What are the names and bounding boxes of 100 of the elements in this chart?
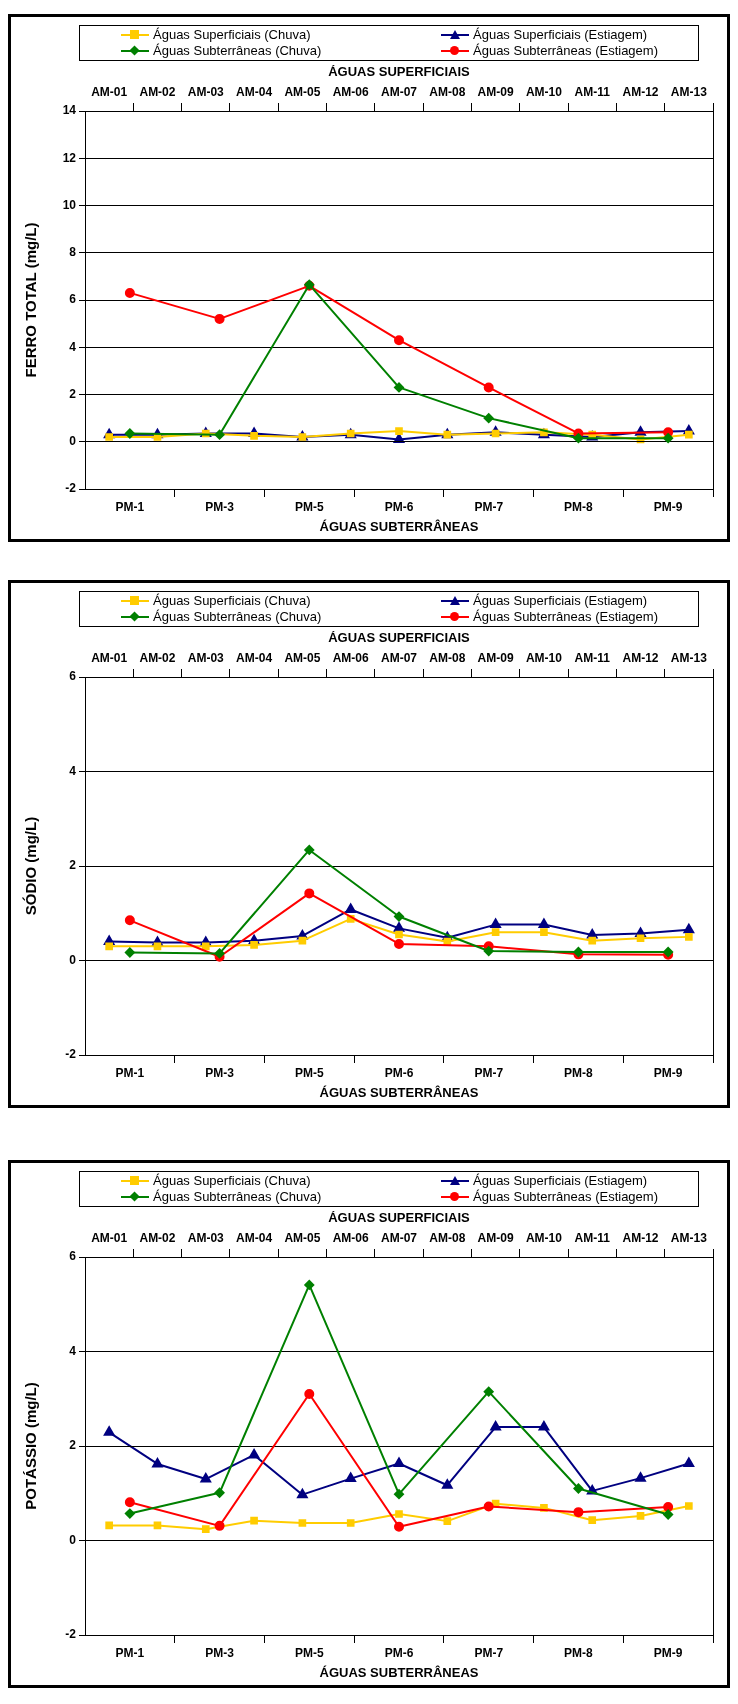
x-tick-label: PM-3 xyxy=(205,1065,235,1080)
x-tick-label: PM-5 xyxy=(294,1645,324,1660)
x-tick-label: AM-08 xyxy=(429,1231,466,1246)
x-tick-label: AM-11 xyxy=(574,85,611,100)
y-tick-label: 4 xyxy=(69,763,77,778)
y-tick-label: 0 xyxy=(69,434,77,449)
legend-label: Águas Superficiais (Estiagem) xyxy=(473,1173,648,1189)
x-tick-label: AM-04 xyxy=(236,651,273,666)
x-tick-label: AM-11 xyxy=(574,651,611,666)
legend-label: Águas Subterrâneas (Chuva) xyxy=(153,609,322,625)
x-tick-label: AM-12 xyxy=(622,85,659,100)
x-tick-label: AM-13 xyxy=(670,85,708,100)
x-tick-label: PM-7 xyxy=(474,499,504,514)
y-tick-label: 2 xyxy=(69,1438,77,1453)
x-tick-label: PM-8 xyxy=(564,499,594,514)
x-tick-label: AM-10 xyxy=(525,1231,563,1246)
x-axis-title: ÁGUAS SUPERFICIAIS xyxy=(328,630,471,646)
x-tick-label: AM-02 xyxy=(139,1231,176,1246)
x-tick-label: AM-06 xyxy=(332,1231,370,1246)
x-tick-label: AM-08 xyxy=(429,85,466,100)
x-tick-label: PM-9 xyxy=(653,1645,683,1660)
legend-label: Águas Superficiais (Chuva) xyxy=(153,27,311,43)
x-tick-label: PM-7 xyxy=(474,1065,504,1080)
legend-label: Águas Superficiais (Chuva) xyxy=(153,593,311,609)
y-tick-label: 4 xyxy=(69,1343,77,1358)
x-tick-label: AM-03 xyxy=(187,651,225,666)
y-tick-label: 8 xyxy=(69,245,77,260)
y-tick-label: -2 xyxy=(65,1047,77,1062)
y-axis-title: SÓDIO (mg/L) xyxy=(22,816,40,916)
x-tick-label: AM-13 xyxy=(670,651,708,666)
y-tick-label: 6 xyxy=(69,292,77,307)
y-axis-title: FERRO TOTAL (mg/L) xyxy=(22,222,40,378)
y-tick-label: 6 xyxy=(69,669,77,684)
x-tick-label: AM-07 xyxy=(380,85,418,100)
legend-label: Águas Subterrâneas (Estiagem) xyxy=(473,609,658,625)
x-tick-label: AM-09 xyxy=(477,1231,514,1246)
x-tick-label: AM-05 xyxy=(284,651,321,666)
x-tick-label: AM-06 xyxy=(332,85,370,100)
x-tick-label: AM-01 xyxy=(91,651,128,666)
x-tick-label: PM-6 xyxy=(384,499,414,514)
x-tick-label: PM-6 xyxy=(384,1065,414,1080)
x-tick-label: PM-1 xyxy=(115,1065,145,1080)
x-tick-label: AM-06 xyxy=(332,651,370,666)
x-tick-label: PM-5 xyxy=(294,499,324,514)
x-tick-label: AM-11 xyxy=(574,1231,611,1246)
x-tick-label: AM-10 xyxy=(525,651,563,666)
legend-label: Águas Superficiais (Chuva) xyxy=(153,1173,311,1189)
x-tick-label: PM-3 xyxy=(205,499,235,514)
x-tick-label: PM-7 xyxy=(474,1645,504,1660)
x-tick-label: AM-04 xyxy=(236,1231,273,1246)
legend-label: Águas Subterrâneas (Chuva) xyxy=(153,43,322,59)
x-tick-label: PM-1 xyxy=(115,1645,145,1660)
x-axis-title: ÁGUAS SUPERFICIAIS xyxy=(328,1210,471,1226)
x-tick-label: PM-6 xyxy=(384,1645,414,1660)
y-tick-label: 10 xyxy=(62,197,77,212)
y-tick-label: 14 xyxy=(62,103,77,118)
x-axis-title: ÁGUAS SUBTERRÂNEAS xyxy=(319,518,479,534)
x-tick-label: PM-9 xyxy=(653,499,683,514)
x-tick-label: PM-8 xyxy=(564,1645,594,1660)
legend-label: Águas Subterrâneas (Estiagem) xyxy=(473,43,658,59)
y-tick-label: -2 xyxy=(65,481,77,496)
x-tick-label: AM-01 xyxy=(91,85,128,100)
x-tick-label: AM-07 xyxy=(380,1231,418,1246)
x-tick-label: AM-08 xyxy=(429,651,466,666)
y-tick-label: 2 xyxy=(69,386,77,401)
y-tick-label: 4 xyxy=(69,339,77,354)
x-tick-label: AM-03 xyxy=(187,85,225,100)
y-tick-label: -2 xyxy=(65,1627,77,1642)
legend-label: Águas Superficiais (Estiagem) xyxy=(473,593,648,609)
x-axis-title: ÁGUAS SUBTERRÂNEAS xyxy=(319,1664,479,1680)
y-tick-label: 6 xyxy=(69,1249,77,1264)
x-axis-title: ÁGUAS SUPERFICIAIS xyxy=(328,64,471,80)
x-tick-label: AM-13 xyxy=(670,1231,708,1246)
x-tick-label: PM-5 xyxy=(294,1065,324,1080)
x-tick-label: AM-01 xyxy=(91,1231,128,1246)
y-tick-label: 0 xyxy=(69,1532,77,1547)
y-tick-label: 0 xyxy=(69,952,77,967)
x-tick-label: AM-12 xyxy=(622,651,659,666)
x-tick-label: AM-07 xyxy=(380,651,418,666)
legend-label: Águas Subterrâneas (Chuva) xyxy=(153,1189,322,1205)
x-tick-label: AM-02 xyxy=(139,651,176,666)
x-tick-label: PM-8 xyxy=(564,1065,594,1080)
x-tick-label: AM-05 xyxy=(284,85,321,100)
x-axis-title: ÁGUAS SUBTERRÂNEAS xyxy=(319,1084,479,1100)
legend-label: Águas Subterrâneas (Estiagem) xyxy=(473,1189,658,1205)
x-tick-label: AM-03 xyxy=(187,1231,225,1246)
x-tick-label: PM-1 xyxy=(115,499,145,514)
x-tick-label: AM-05 xyxy=(284,1231,321,1246)
x-tick-label: AM-10 xyxy=(525,85,563,100)
y-tick-label: 2 xyxy=(69,858,77,873)
x-tick-label: AM-09 xyxy=(477,651,514,666)
x-tick-label: PM-9 xyxy=(653,1065,683,1080)
x-tick-label: PM-3 xyxy=(205,1645,235,1660)
x-tick-label: AM-09 xyxy=(477,85,514,100)
legend-label: Águas Superficiais (Estiagem) xyxy=(473,27,648,43)
y-tick-label: 12 xyxy=(62,150,77,165)
x-tick-label: AM-12 xyxy=(622,1231,659,1246)
x-tick-label: AM-04 xyxy=(236,85,273,100)
x-tick-label: AM-02 xyxy=(139,85,176,100)
y-axis-title: POTÁSSIO (mg/L) xyxy=(22,1382,40,1510)
